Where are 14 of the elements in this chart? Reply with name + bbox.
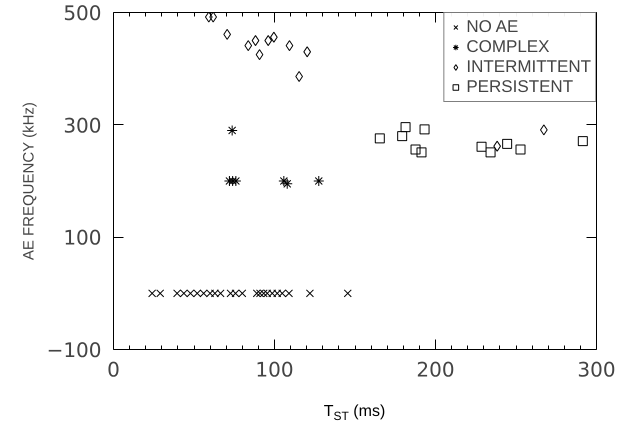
x-tick-label: 200 (416, 358, 455, 382)
y-tick-label: 500 (63, 1, 102, 25)
y-axis-title: AE FREQUENCY (kHz) (20, 102, 38, 260)
y-tick-label: 100 (63, 226, 102, 250)
x-axis-title: T$_{ST}$ (ms) (322, 402, 386, 426)
legend-label: NO AE (466, 17, 518, 37)
legend-label: COMPLEX (466, 37, 550, 57)
x-tick-label: 300 (577, 358, 616, 382)
x-tick-label: 100 (255, 358, 294, 382)
legend-label: INTERMITTENT (466, 57, 591, 77)
y-tick-label: −100 (46, 338, 102, 362)
legend-label: PERSISTENT (466, 77, 574, 97)
y-tick-label: 300 (63, 113, 102, 138)
x-tick-label: 0 (107, 358, 120, 382)
